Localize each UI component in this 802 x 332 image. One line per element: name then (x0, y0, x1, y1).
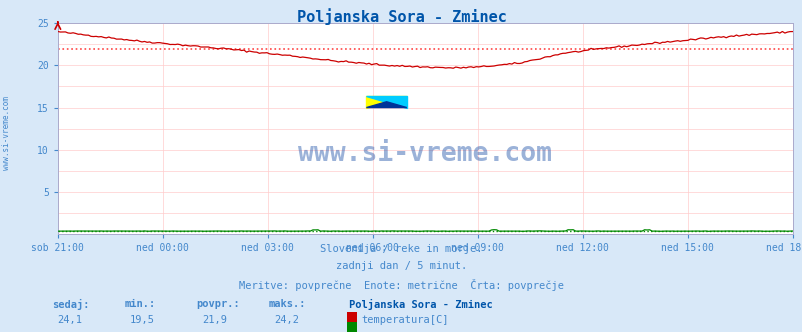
Text: Meritve: povprečne  Enote: metrične  Črta: povprečje: Meritve: povprečne Enote: metrične Črta:… (239, 279, 563, 290)
Text: 21,9: 21,9 (201, 315, 227, 325)
Text: min.:: min.: (124, 299, 156, 309)
Polygon shape (366, 96, 407, 108)
Text: www.si-vreme.com: www.si-vreme.com (2, 96, 11, 170)
Text: www.si-vreme.com: www.si-vreme.com (298, 141, 552, 167)
Text: sedaj:: sedaj: (52, 299, 90, 310)
Text: 24,2: 24,2 (273, 315, 299, 325)
Text: maks.:: maks.: (269, 299, 306, 309)
Text: 19,5: 19,5 (129, 315, 155, 325)
Text: povpr.:: povpr.: (196, 299, 240, 309)
Text: Poljanska Sora - Zminec: Poljanska Sora - Zminec (296, 8, 506, 25)
Text: Poljanska Sora - Zminec: Poljanska Sora - Zminec (349, 299, 492, 310)
Polygon shape (366, 96, 407, 108)
Text: temperatura[C]: temperatura[C] (361, 315, 448, 325)
Text: 24,1: 24,1 (57, 315, 83, 325)
Polygon shape (366, 102, 407, 108)
Text: Slovenija / reke in morje.: Slovenija / reke in morje. (320, 244, 482, 254)
Text: zadnji dan / 5 minut.: zadnji dan / 5 minut. (335, 261, 467, 271)
